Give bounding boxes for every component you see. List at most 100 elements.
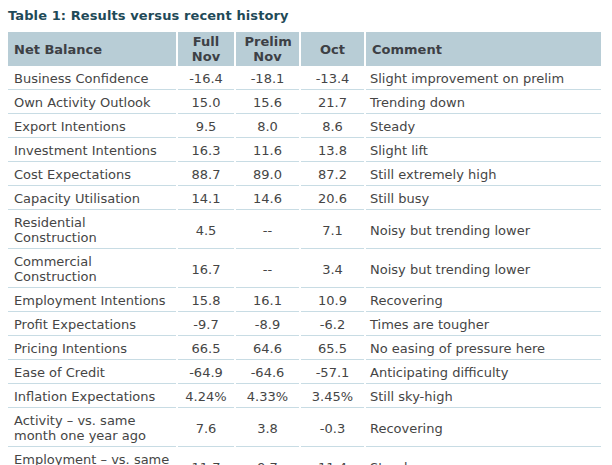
- cell-comment: Noisy but trending lower: [366, 251, 601, 288]
- row-label: Employment – vs. same month one year ago: [8, 449, 176, 465]
- cell-comment: Times are tougher: [366, 314, 601, 336]
- row-label: Ease of Credit: [8, 362, 176, 384]
- column-header-prelim-nov-label: Prelim Nov: [245, 34, 291, 64]
- cell-prelim-nov: 11.6: [236, 140, 299, 162]
- row-label: Cost Expectations: [8, 164, 176, 186]
- row-label: Employment Intentions: [8, 290, 176, 312]
- table-row: Investment Intentions 16.3 11.6 13.8 Sli…: [8, 140, 601, 162]
- cell-full-nov: 4.5: [178, 212, 234, 249]
- cell-oct: 10.9: [301, 290, 364, 312]
- cell-full-nov: 4.24%: [178, 386, 234, 408]
- cell-full-nov: 15.0: [178, 92, 234, 114]
- table-row: Business Confidence -16.4 -18.1 -13.4 Sl…: [8, 68, 601, 90]
- table-row: Employment Intentions 15.8 16.1 10.9 Rec…: [8, 290, 601, 312]
- row-label: Own Activity Outlook: [8, 92, 176, 114]
- cell-comment: Slight improvement on prelim: [366, 68, 601, 90]
- cell-oct: 65.5: [301, 338, 364, 360]
- column-header-net-balance: Net Balance: [8, 32, 176, 66]
- cell-oct: 21.7: [301, 92, 364, 114]
- cell-full-nov: 14.1: [178, 188, 234, 210]
- cell-comment: Still busy: [366, 188, 601, 210]
- column-header-full-nov: Full Nov: [178, 32, 234, 66]
- row-label: Residential Construction: [8, 212, 176, 249]
- cell-prelim-nov: -18.1: [236, 68, 299, 90]
- cell-oct: 87.2: [301, 164, 364, 186]
- cell-comment: Trending down: [366, 92, 601, 114]
- column-header-oct: Oct: [301, 32, 364, 66]
- cell-comment: Steady: [366, 449, 601, 465]
- table-row: Cost Expectations 88.7 89.0 87.2 Still e…: [8, 164, 601, 186]
- cell-oct: 7.1: [301, 212, 364, 249]
- cell-oct: 8.6: [301, 116, 364, 138]
- table-row: Residential Construction 4.5 -- 7.1 Nois…: [8, 212, 601, 249]
- table-row: Capacity Utilisation 14.1 14.6 20.6 Stil…: [8, 188, 601, 210]
- row-label: Capacity Utilisation: [8, 188, 176, 210]
- table-row: Employment – vs. same month one year ago…: [8, 449, 601, 465]
- column-header-net-balance-label: Net Balance: [14, 42, 102, 57]
- cell-prelim-nov: 3.8: [236, 410, 299, 447]
- cell-prelim-nov: 4.33%: [236, 386, 299, 408]
- cell-full-nov: -16.4: [178, 68, 234, 90]
- row-label: Export Intentions: [8, 116, 176, 138]
- cell-oct: -57.1: [301, 362, 364, 384]
- column-header-prelim-nov: Prelim Nov: [236, 32, 299, 66]
- cell-full-nov: 66.5: [178, 338, 234, 360]
- cell-oct: 3.45%: [301, 386, 364, 408]
- row-label: Commercial Construction: [8, 251, 176, 288]
- cell-full-nov: 11.7: [178, 449, 234, 465]
- row-label: Activity – vs. same month one year ago: [8, 410, 176, 447]
- table-row: Profit Expectations -9.7 -8.9 -6.2 Times…: [8, 314, 601, 336]
- cell-prelim-nov: 8.0: [236, 116, 299, 138]
- cell-oct: -6.2: [301, 314, 364, 336]
- cell-oct: 3.4: [301, 251, 364, 288]
- table-row: Own Activity Outlook 15.0 15.6 21.7 Tren…: [8, 92, 601, 114]
- row-label: Inflation Expectations: [8, 386, 176, 408]
- cell-prelim-nov: 16.1: [236, 290, 299, 312]
- cell-full-nov: 7.6: [178, 410, 234, 447]
- cell-full-nov: 16.7: [178, 251, 234, 288]
- cell-oct: -0.3: [301, 410, 364, 447]
- cell-full-nov: 15.8: [178, 290, 234, 312]
- cell-comment: Recovering: [366, 410, 601, 447]
- row-label: Investment Intentions: [8, 140, 176, 162]
- cell-full-nov: -9.7: [178, 314, 234, 336]
- cell-comment: Still extremely high: [366, 164, 601, 186]
- column-header-oct-label: Oct: [320, 42, 345, 57]
- cell-comment: Noisy but trending lower: [366, 212, 601, 249]
- cell-oct: -13.4: [301, 68, 364, 90]
- cell-full-nov: 9.5: [178, 116, 234, 138]
- cell-prelim-nov: 9.7: [236, 449, 299, 465]
- cell-comment: Slight lift: [366, 140, 601, 162]
- cell-prelim-nov: --: [236, 212, 299, 249]
- table-row: Ease of Credit -64.9 -64.6 -57.1 Anticip…: [8, 362, 601, 384]
- table-row: Commercial Construction 16.7 -- 3.4 Nois…: [8, 251, 601, 288]
- cell-full-nov: 16.3: [178, 140, 234, 162]
- report-table-section: Table 1: Results versus recent history N…: [0, 0, 612, 465]
- cell-oct: 20.6: [301, 188, 364, 210]
- cell-oct: 13.8: [301, 140, 364, 162]
- cell-prelim-nov: 15.6: [236, 92, 299, 114]
- table-row: Export Intentions 9.5 8.0 8.6 Steady: [8, 116, 601, 138]
- cell-prelim-nov: --: [236, 251, 299, 288]
- cell-prelim-nov: 89.0: [236, 164, 299, 186]
- cell-prelim-nov: -64.6: [236, 362, 299, 384]
- cell-comment: Steady: [366, 116, 601, 138]
- table-row: Activity – vs. same month one year ago 7…: [8, 410, 601, 447]
- cell-comment: No easing of pressure here: [366, 338, 601, 360]
- table-row: Pricing Intentions 66.5 64.6 65.5 No eas…: [8, 338, 601, 360]
- table-row: Inflation Expectations 4.24% 4.33% 3.45%…: [8, 386, 601, 408]
- row-label: Profit Expectations: [8, 314, 176, 336]
- cell-prelim-nov: -8.9: [236, 314, 299, 336]
- row-label: Pricing Intentions: [8, 338, 176, 360]
- cell-full-nov: 88.7: [178, 164, 234, 186]
- cell-comment: Recovering: [366, 290, 601, 312]
- cell-full-nov: -64.9: [178, 362, 234, 384]
- results-table: Net Balance Full Nov Prelim Nov Oct Comm…: [6, 30, 603, 465]
- cell-comment: Anticipating difficulty: [366, 362, 601, 384]
- row-label: Business Confidence: [8, 68, 176, 90]
- column-header-full-nov-label: Full Nov: [183, 34, 229, 64]
- cell-prelim-nov: 64.6: [236, 338, 299, 360]
- column-header-comment: Comment: [366, 32, 601, 66]
- column-header-comment-label: Comment: [372, 42, 442, 57]
- cell-comment: Still sky-high: [366, 386, 601, 408]
